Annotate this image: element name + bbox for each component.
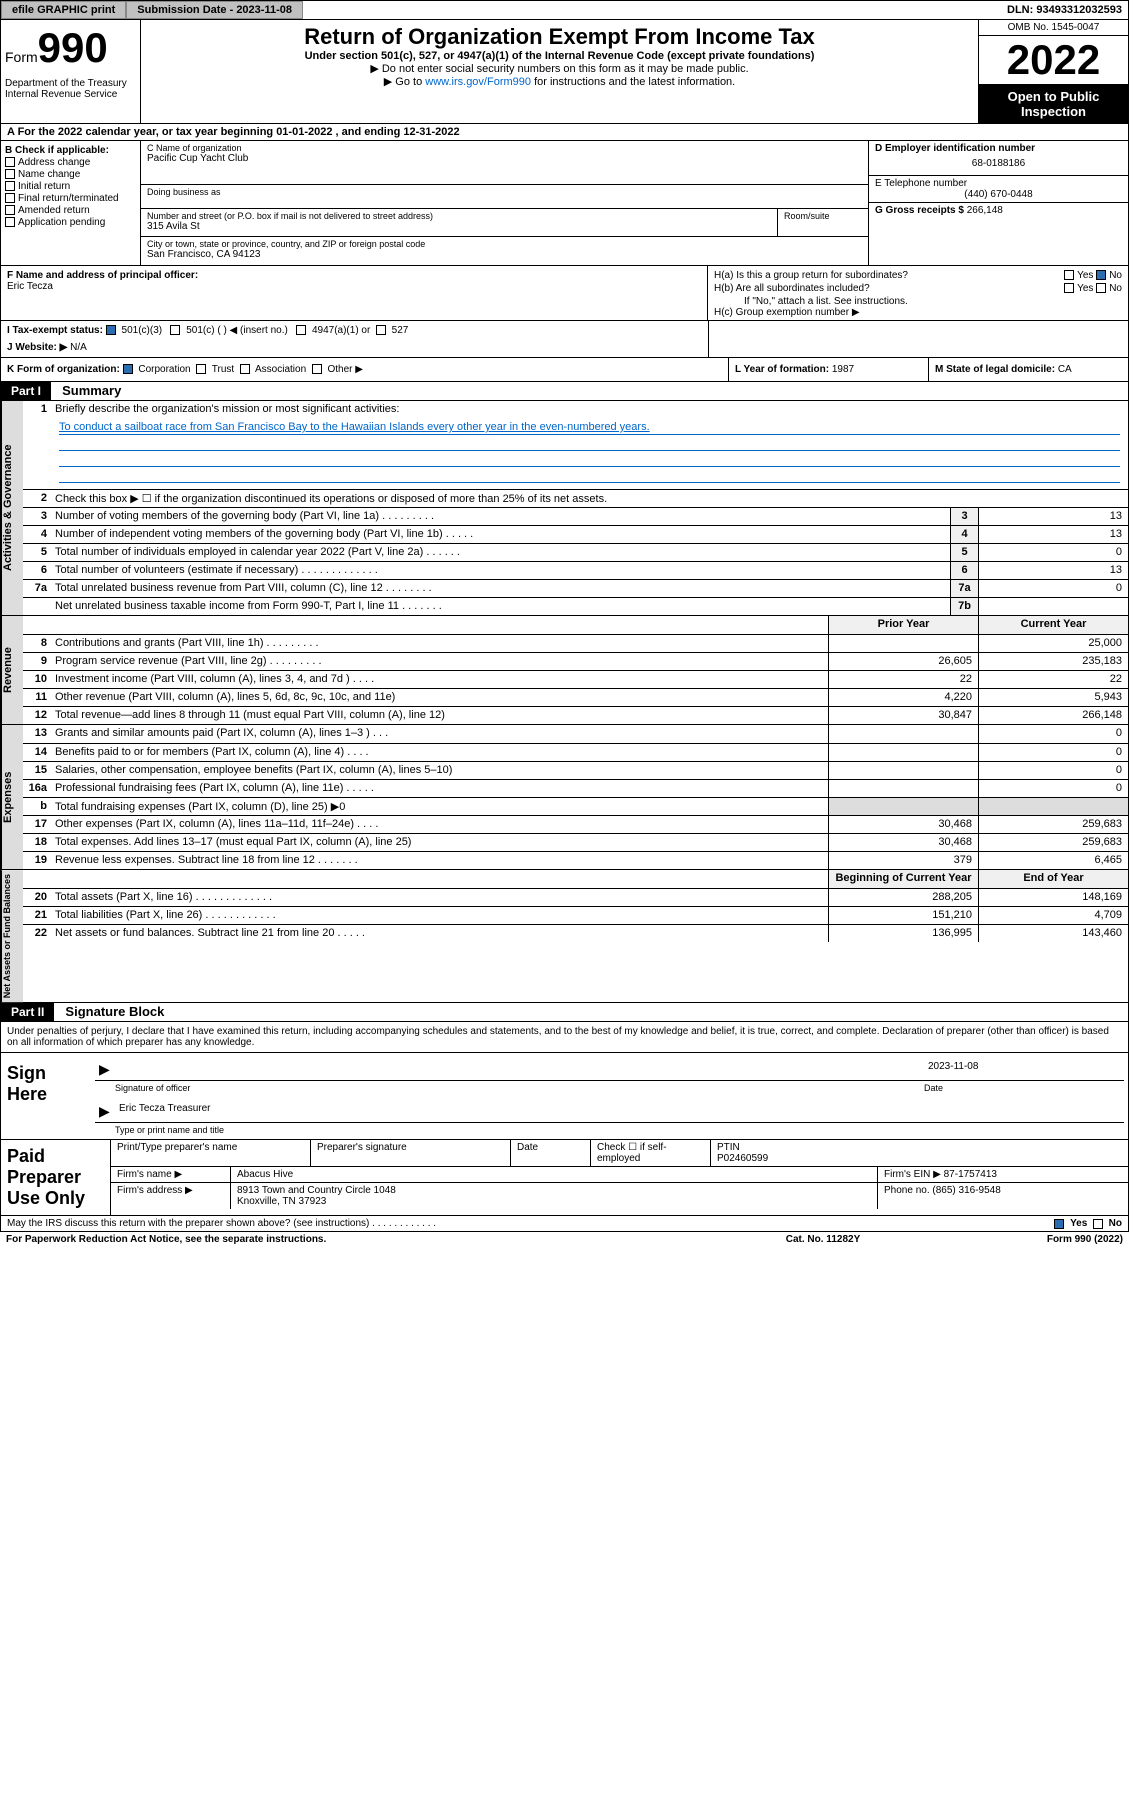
dln-label: DLN: 93493312032593 (1001, 2, 1128, 18)
ha-label: H(a) Is this a group return for subordin… (714, 270, 908, 281)
ssn-note: ▶ Do not enter social security numbers o… (149, 62, 970, 75)
cb-address-change[interactable]: Address change (5, 157, 136, 168)
form-subtitle: Under section 501(c), 527, or 4947(a)(1)… (149, 50, 970, 62)
discuss-row: May the IRS discuss this return with the… (0, 1216, 1129, 1232)
form-number: Form990 (5, 24, 136, 72)
sig-declaration: Under penalties of perjury, I declare th… (0, 1022, 1129, 1053)
cb-application-pending[interactable]: Application pending (5, 217, 136, 228)
cb-corporation[interactable] (123, 364, 133, 374)
phone-box: E Telephone number (440) 670-0448 (869, 176, 1128, 203)
hb-label: H(b) Are all subordinates included? (714, 283, 870, 294)
cb-501c3[interactable] (106, 325, 116, 335)
check-applicable: B Check if applicable: Address change Na… (1, 141, 141, 265)
sign-here-block: Sign Here ▶ 2023-11-08 Signature of offi… (0, 1053, 1129, 1140)
revenue-section: Revenue Prior Year Current Year 8Contrib… (0, 616, 1129, 725)
expenses-section: Expenses 13Grants and similar amounts pa… (0, 725, 1129, 870)
org-name: Pacific Cup Yacht Club (147, 153, 862, 164)
principal-officer-name: Eric Tecza (7, 281, 701, 292)
part-i-header: Part I Summary (0, 382, 1129, 401)
hc-label: H(c) Group exemption number ▶ (714, 307, 1122, 318)
paid-preparer-block: Paid Preparer Use Only Print/Type prepar… (0, 1140, 1129, 1216)
activities-governance-section: Activities & Governance 1 Briefly descri… (0, 401, 1129, 616)
cb-initial-return[interactable]: Initial return (5, 181, 136, 192)
ein-box: D Employer identification number 68-0188… (869, 141, 1128, 176)
ha-no-checkbox[interactable] (1096, 270, 1106, 280)
sig-date: 2023-11-08 (924, 1059, 1124, 1080)
gross-receipts-box: G Gross receipts $ 266,148 (869, 203, 1128, 218)
org-info-block: B Check if applicable: Address change Na… (0, 141, 1129, 266)
top-bar: efile GRAPHIC print Submission Date - 20… (0, 0, 1129, 20)
city-box: City or town, state or province, country… (141, 237, 868, 265)
irs-link[interactable]: www.irs.gov/Form990 (425, 76, 531, 88)
q1-label: Briefly describe the organization's miss… (51, 401, 1128, 419)
website-note: ▶ Go to www.irs.gov/Form990 for instruct… (149, 75, 970, 88)
cb-final-return[interactable]: Final return/terminated (5, 193, 136, 204)
row-f-h: F Name and address of principal officer:… (0, 266, 1129, 321)
officer-name-title: Eric Tecza Treasurer (115, 1101, 1124, 1122)
cb-amended-return[interactable]: Amended return (5, 205, 136, 216)
room-suite-box: Room/suite (778, 209, 868, 237)
principal-officer-label: F Name and address of principal officer: (7, 270, 701, 281)
row-a-tax-year: A For the 2022 calendar year, or tax yea… (0, 124, 1129, 141)
part-ii-header: Part II Signature Block (0, 1003, 1129, 1022)
dba-box: Doing business as (141, 185, 868, 209)
submission-date-button[interactable]: Submission Date - 2023-11-08 (126, 1, 303, 19)
efile-print-button[interactable]: efile GRAPHIC print (1, 1, 126, 19)
cb-name-change[interactable]: Name change (5, 169, 136, 180)
form-header: Form990 Department of the Treasury Inter… (0, 20, 1129, 124)
hb-note: If "No," attach a list. See instructions… (714, 296, 1122, 307)
row-i-j: I Tax-exempt status: 501(c)(3) 501(c) ( … (0, 321, 1129, 358)
mission-text: To conduct a sailboat race from San Fran… (59, 421, 1120, 435)
row-klm: K Form of organization: Corporation Trus… (0, 358, 1129, 382)
q2-text: Check this box ▶ ☐ if the organization d… (51, 490, 1128, 507)
addr-box: Number and street (or P.O. box if mail i… (141, 209, 778, 237)
omb-number: OMB No. 1545-0047 (979, 20, 1128, 36)
cb-discuss-yes[interactable] (1054, 1219, 1064, 1229)
tax-year: 2022 (979, 36, 1128, 85)
form-title: Return of Organization Exempt From Incom… (149, 24, 970, 50)
dept-label: Department of the Treasury Internal Reve… (5, 78, 136, 100)
footer-row: For Paperwork Reduction Act Notice, see … (0, 1232, 1129, 1247)
open-inspection-badge: Open to Public Inspection (979, 85, 1128, 123)
net-assets-section: Net Assets or Fund Balances Beginning of… (0, 870, 1129, 1003)
org-name-box: C Name of organization Pacific Cup Yacht… (141, 141, 868, 185)
